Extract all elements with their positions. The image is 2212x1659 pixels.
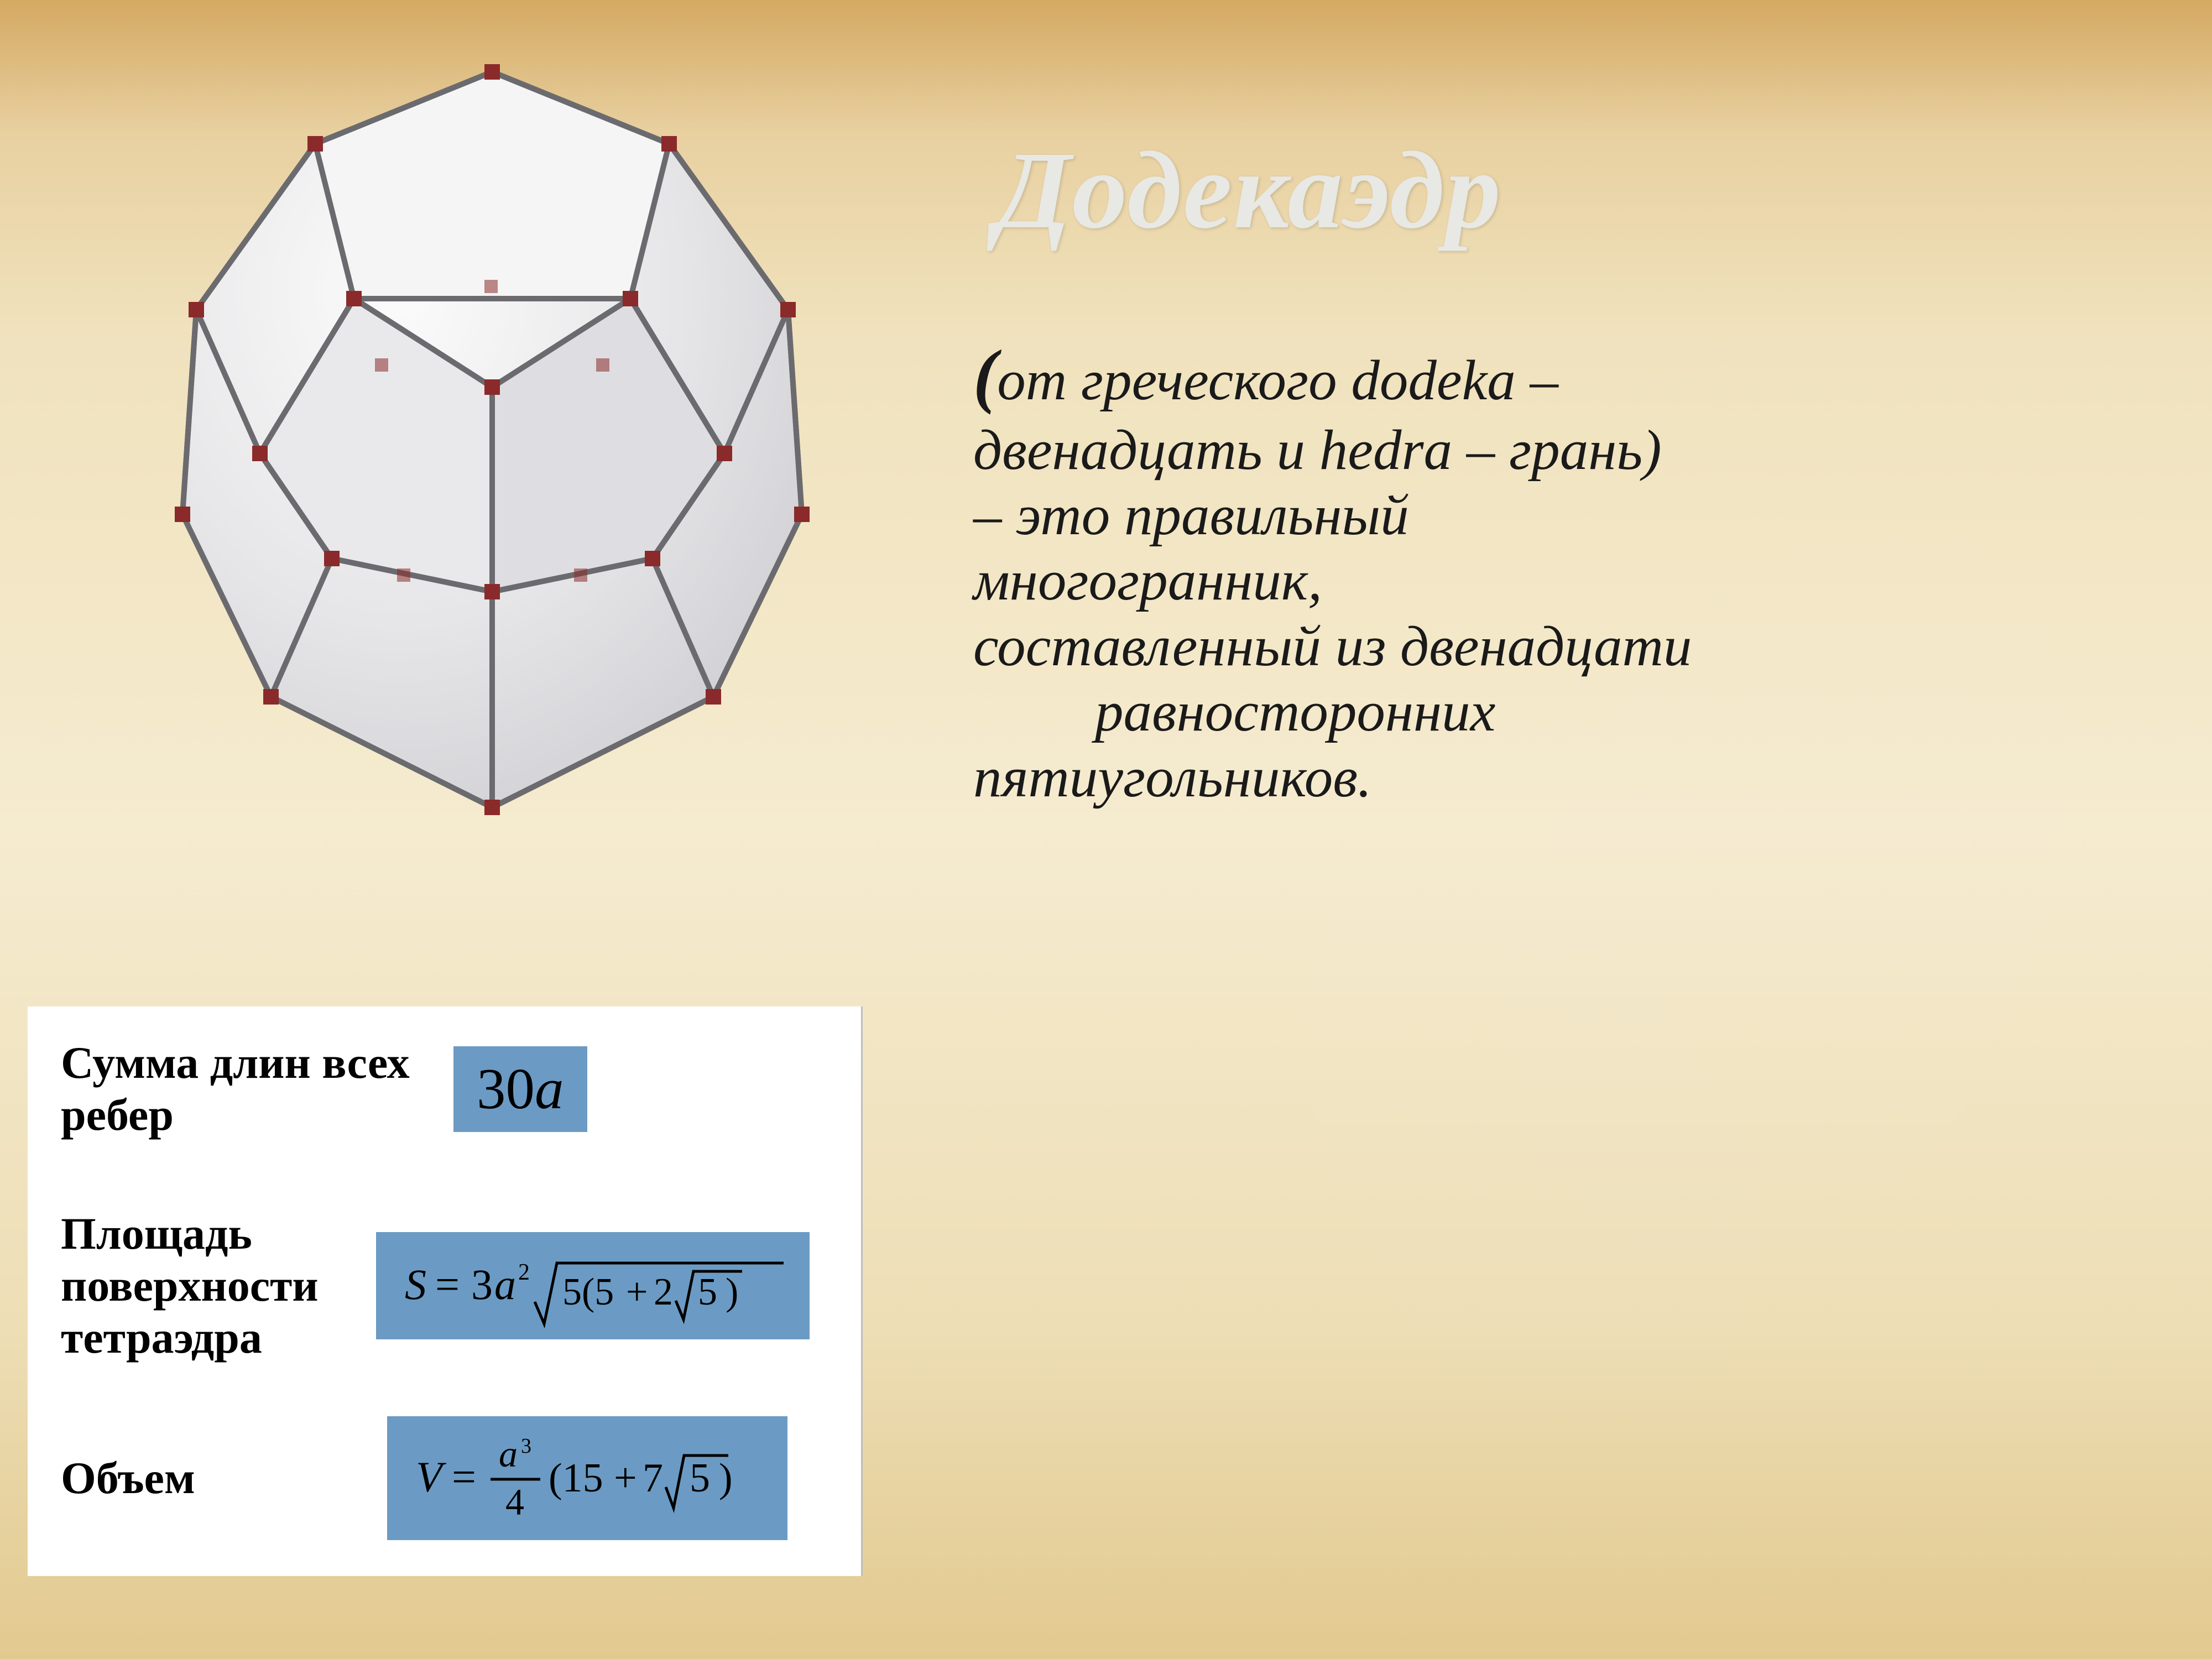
svg-text:=: = bbox=[452, 1453, 476, 1501]
formula-edges: 30a bbox=[453, 1046, 587, 1132]
svg-text:S: S bbox=[405, 1260, 426, 1308]
svg-text:=: = bbox=[435, 1260, 460, 1308]
formula-table: Сумма длин всех ребер 30a Площадь поверх… bbox=[28, 1006, 863, 1576]
svg-text:V: V bbox=[416, 1453, 447, 1501]
svg-text:5: 5 bbox=[698, 1271, 717, 1313]
svg-text:): ) bbox=[719, 1455, 733, 1501]
row-volume: Объем V = a 3 4 (15 + 7 bbox=[61, 1416, 844, 1540]
desc-line: многогранник, bbox=[973, 549, 1322, 612]
formula-surface: S = 3 a 2 5(5 + 2 5 ) bbox=[376, 1232, 810, 1339]
svg-text:+: + bbox=[614, 1455, 637, 1501]
desc-line: двенадцать и hedra – грань) bbox=[973, 419, 1662, 482]
svg-text:a: a bbox=[499, 1433, 518, 1475]
desc-line: равносторонних bbox=[1095, 680, 1495, 743]
svg-text:+: + bbox=[626, 1271, 648, 1313]
svg-text:a: a bbox=[494, 1260, 516, 1308]
desc-line: пятиугольников. bbox=[973, 746, 1372, 809]
svg-text:5(5: 5(5 bbox=[562, 1271, 614, 1313]
svg-text:3: 3 bbox=[521, 1434, 531, 1458]
dodecahedron-figure bbox=[94, 33, 890, 863]
svg-text:2: 2 bbox=[654, 1271, 673, 1313]
desc-line: – это правильный bbox=[973, 484, 1409, 547]
label-edges: Сумма длин всех ребер bbox=[61, 1037, 453, 1141]
description-text: (от греческого dodeka – двенадцать и hed… bbox=[973, 335, 2157, 810]
svg-text:2: 2 bbox=[518, 1260, 530, 1285]
row-edges: Сумма длин всех ребер 30a bbox=[61, 1037, 844, 1141]
svg-text:4: 4 bbox=[505, 1481, 524, 1523]
svg-text:7: 7 bbox=[643, 1455, 663, 1501]
page-title: Додекаэдр bbox=[995, 127, 1502, 254]
formula-volume: V = a 3 4 (15 + 7 5 ) bbox=[387, 1416, 787, 1540]
svg-text:3: 3 bbox=[471, 1260, 493, 1308]
desc-line: составленный из двенадцати bbox=[973, 615, 1692, 678]
svg-text:): ) bbox=[726, 1271, 738, 1313]
svg-text:5: 5 bbox=[690, 1455, 710, 1501]
svg-text:(15: (15 bbox=[549, 1455, 603, 1501]
row-surface: Площадь поверхности тетраэдра S = 3 a 2 … bbox=[61, 1208, 844, 1364]
desc-line: от греческого dodeka – bbox=[997, 349, 1558, 412]
